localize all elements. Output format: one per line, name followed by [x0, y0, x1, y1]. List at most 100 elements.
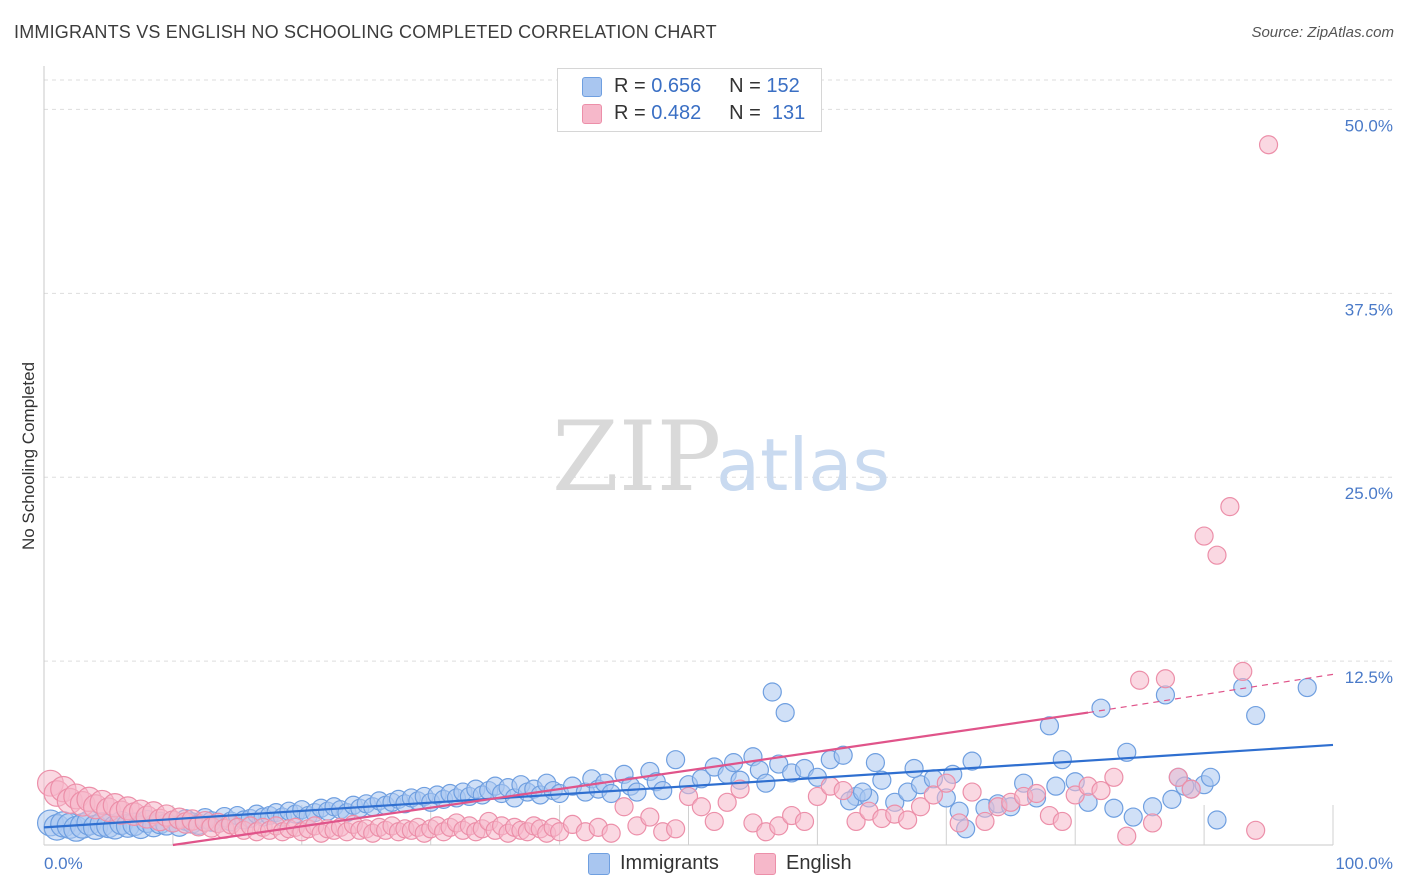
y-tick-labels: 12.5% 25.0% 37.5% 50.0%: [1345, 116, 1393, 687]
x-tick-labels: 0.0% 100.0%: [44, 854, 1393, 873]
point-english: [1207, 545, 1227, 565]
y-tick-label: 50.0%: [1345, 116, 1393, 135]
point-immigrants: [962, 751, 982, 771]
point-english: [1142, 813, 1163, 833]
chart-title: IMMIGRANTS VS ENGLISH NO SCHOOLING COMPL…: [14, 22, 717, 42]
point-english: [717, 792, 737, 812]
point-english: [949, 813, 969, 833]
trend-line-immigrants: [43, 743, 1334, 829]
point-english: [1246, 820, 1266, 840]
point-immigrants: [691, 769, 711, 789]
point-immigrants: [872, 770, 892, 790]
point-immigrants: [1123, 807, 1143, 827]
legend-r-value: 0.656: [651, 75, 702, 97]
correlation-legend: R = 0.656 N = 152 R = 0.482 N = 131: [557, 68, 822, 132]
point-immigrants: [1142, 797, 1163, 817]
point-immigrants: [833, 745, 853, 765]
point-english: [769, 816, 789, 836]
grid-lines: [44, 79, 1393, 662]
point-english: [1233, 661, 1253, 682]
point-english: [846, 811, 866, 832]
point-english: [640, 807, 660, 827]
point-english: [666, 819, 686, 839]
point-immigrants: [904, 758, 924, 779]
point-english: [794, 811, 815, 832]
legend-n-value: 131: [771, 102, 806, 124]
point-immigrants: [627, 782, 647, 802]
point-english: [898, 810, 918, 830]
watermark: ZIP atlas: [552, 401, 890, 513]
legend-swatch-english: [582, 104, 602, 124]
point-english: [1026, 783, 1047, 804]
point-immigrants: [1046, 776, 1066, 796]
point-immigrants: [1104, 798, 1124, 818]
legend-n-value: 152: [766, 75, 800, 97]
point-english: [1104, 767, 1124, 787]
watermark-atlas: atlas: [716, 423, 890, 507]
bottom-legend-label-english: English: [786, 852, 852, 874]
point-immigrants: [1246, 705, 1266, 726]
point-english: [730, 779, 750, 799]
point-english: [601, 823, 621, 843]
point-english: [1052, 811, 1072, 832]
point-english: [1220, 497, 1240, 517]
point-english: [807, 786, 828, 807]
watermark-zip: ZIP: [552, 401, 721, 513]
point-immigrants: [1207, 810, 1227, 830]
legend-swatch-immigrants: [582, 77, 602, 97]
point-english: [678, 786, 699, 807]
point-immigrants: [775, 702, 795, 723]
point-english: [704, 811, 724, 832]
legend-r-label: R =: [614, 75, 646, 97]
point-immigrants: [756, 773, 776, 793]
point-english: [1130, 670, 1150, 690]
bottom-legend-swatch-immigrants: [588, 853, 610, 875]
point-english: [910, 797, 931, 817]
point-english: [1091, 780, 1111, 801]
source-label: Source: ZipAtlas.com: [1251, 24, 1394, 41]
y-axis-label: No Schooling Completed: [19, 362, 38, 550]
point-immigrants: [865, 753, 886, 773]
point-english: [1155, 669, 1176, 689]
point-immigrants: [601, 783, 621, 804]
point-english: [833, 780, 853, 801]
y-tick-label: 37.5%: [1345, 300, 1393, 319]
trend-line-english: [172, 711, 1089, 847]
point-immigrants: [852, 782, 873, 802]
point-english: [1117, 826, 1137, 846]
bottom-legend-swatch-english: [754, 853, 776, 875]
x-tick-label: 0.0%: [44, 854, 83, 873]
point-immigrants: [653, 780, 673, 801]
trend-line-extension-english: [1087, 673, 1334, 714]
point-english: [1258, 135, 1279, 155]
point-english: [962, 782, 982, 802]
y-tick-label: 25.0%: [1345, 484, 1393, 503]
point-english: [975, 811, 995, 832]
point-immigrants: [1297, 677, 1317, 698]
point-english: [691, 797, 711, 817]
point-immigrants: [666, 750, 686, 770]
legend-n-label: N =: [729, 75, 761, 97]
point-immigrants: [1091, 698, 1111, 718]
y-tick-label: 12.5%: [1345, 668, 1393, 687]
point-english: [614, 797, 634, 817]
legend-n-label: N =: [729, 102, 761, 124]
point-immigrants: [1162, 789, 1182, 809]
legend-text-english: R = 0.482 N = 131: [614, 102, 805, 125]
legend-r-value: 0.482: [651, 102, 702, 124]
point-english: [1194, 526, 1214, 546]
point-immigrants: [1039, 716, 1060, 736]
legend-text-immigrants: R = 0.656 N = 152: [614, 75, 800, 98]
trend-lines: [43, 673, 1334, 847]
legend-r-label: R =: [614, 102, 646, 124]
point-english: [923, 785, 944, 805]
point-immigrants: [1052, 750, 1072, 770]
point-english: [936, 773, 956, 793]
point-immigrants: [1233, 677, 1253, 698]
point-english: [1181, 779, 1201, 799]
bottom-legend-label-immigrants: Immigrants: [620, 852, 719, 874]
point-immigrants: [1200, 767, 1221, 787]
point-english: [1168, 767, 1188, 787]
x-tick-label: 100.0%: [1335, 854, 1393, 873]
